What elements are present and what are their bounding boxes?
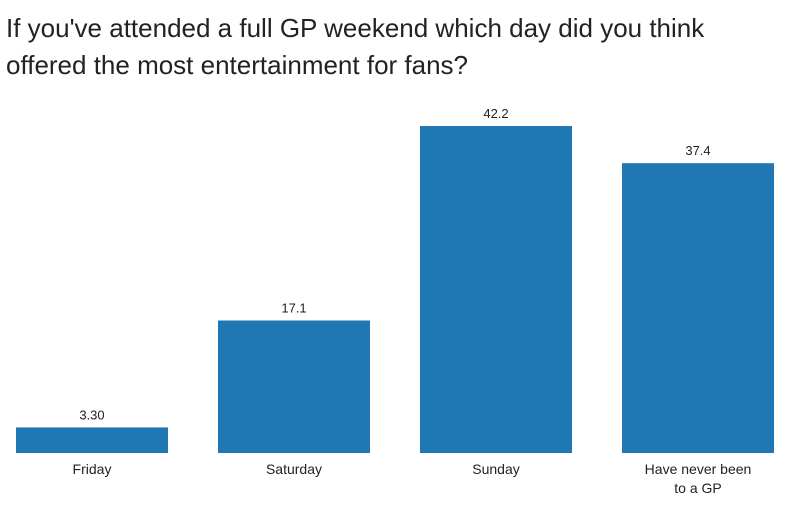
bar-sunday (420, 126, 572, 453)
value-label: 42.2 (483, 106, 508, 121)
chart-title: If you've attended a full GP weekend whi… (6, 13, 705, 80)
category-label: Have never been to a GP (645, 461, 752, 496)
value-label: 37.4 (685, 143, 710, 158)
value-labels-group: 3.30 17.1 42.2 37.4 (79, 106, 710, 422)
value-label: 3.30 (79, 407, 104, 422)
bar-have-never-been-to-a-gp (622, 163, 774, 453)
category-label: Friday (73, 461, 112, 477)
category-label: Sunday (472, 461, 519, 477)
value-label: 17.1 (281, 300, 306, 315)
bar-saturday (218, 320, 370, 453)
category-labels-group: Friday Saturday Sunday Have never been to a … (73, 461, 752, 496)
category-label: Saturday (266, 461, 322, 477)
bars-group (16, 126, 774, 453)
bar-friday (16, 427, 168, 453)
